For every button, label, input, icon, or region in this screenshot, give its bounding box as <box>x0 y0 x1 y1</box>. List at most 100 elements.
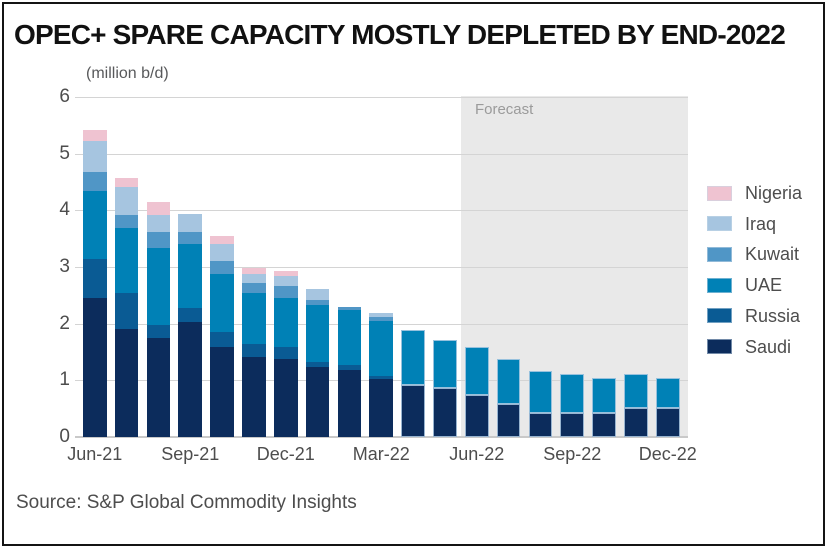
bar-segment-uae <box>146 247 171 326</box>
bar-segment-uae <box>560 374 585 414</box>
bar-segment-saudi <box>464 395 489 437</box>
bar-segment-nigeria <box>146 202 171 215</box>
bar-segment-saudi <box>273 358 298 437</box>
legend-label-saudi: Saudi <box>745 336 792 357</box>
bar-segment-uae <box>496 359 521 404</box>
y-tick-label-6: 6 <box>59 86 70 107</box>
bar-segment-saudi <box>433 387 457 437</box>
bar-segment-uae <box>369 321 394 376</box>
bar-segment-saudi <box>560 413 585 437</box>
bar-segment-saudi <box>496 403 521 437</box>
bar-segment-saudi <box>655 407 680 437</box>
bar-mar-22 <box>369 313 394 437</box>
bar-segment-saudi <box>146 338 171 437</box>
bar-jul-21 <box>114 178 139 437</box>
source-text: Source: S&P Global Commodity Insights <box>16 492 357 513</box>
bar-segment-uae <box>337 310 362 366</box>
bar-oct-21 <box>210 235 234 437</box>
legend-swatch-nigeria <box>707 185 732 201</box>
gridline-5 <box>75 153 688 155</box>
bar-segment-saudi <box>592 413 616 437</box>
bar-segment-nigeria <box>210 235 234 245</box>
bar-segment-iraq <box>273 276 298 287</box>
bar-segment-saudi <box>178 321 203 437</box>
legend-item-iraq: Iraq <box>707 215 776 233</box>
x-tick-label-dec-22: Dec-22 <box>638 444 697 464</box>
legend-label-russia: Russia <box>745 305 801 326</box>
bar-segment-saudi <box>369 379 394 437</box>
bar-segment-russia <box>369 375 394 380</box>
bar-segment-russia <box>337 365 362 371</box>
y-tick-label-0: 0 <box>59 426 70 447</box>
x-axis-line <box>75 436 688 438</box>
gridline-4 <box>75 210 688 212</box>
legend-label-nigeria: Nigeria <box>745 183 803 203</box>
bar-segment-russia <box>178 308 203 322</box>
bar-sep-21 <box>178 213 203 437</box>
legend-swatch-uae <box>707 277 732 293</box>
bar-aug-22 <box>528 371 553 437</box>
bar-segment-nigeria <box>83 130 107 142</box>
bar-nov-21 <box>242 267 266 437</box>
y-tick-label-3: 3 <box>59 256 70 277</box>
bar-segment-russia <box>210 332 234 347</box>
bar-segment-iraq <box>305 288 330 300</box>
bar-segment-uae <box>273 298 298 347</box>
bar-segment-iraq <box>210 244 234 262</box>
bar-jan-22 <box>305 288 330 437</box>
bar-segment-uae <box>178 244 203 309</box>
bar-segment-uae <box>528 371 553 413</box>
bar-segment-russia <box>273 346 298 359</box>
bar-dec-22 <box>655 377 680 437</box>
bar-segment-russia <box>83 258 107 299</box>
bar-segment-uae <box>114 227 139 294</box>
legend-item-saudi: Saudi <box>707 336 792 357</box>
bar-segment-russia <box>305 361 330 368</box>
bar-segment-saudi <box>242 357 266 437</box>
x-tick-label-sep-21: Sep-21 <box>161 444 220 464</box>
bar-segment-kuwait <box>83 171 107 191</box>
bar-segment-uae <box>210 274 234 333</box>
bar-aug-21 <box>146 202 171 437</box>
bar-segment-uae <box>592 378 616 414</box>
bar-jul-22 <box>496 359 521 437</box>
x-tick-label-sep-22: Sep-22 <box>543 444 602 464</box>
legend-item-uae: UAE <box>707 275 783 296</box>
bar-segment-uae <box>624 374 648 408</box>
legend-swatch-saudi <box>707 339 732 354</box>
gridline-3 <box>75 267 688 268</box>
axis-unit-label: (million b/d) <box>86 65 169 82</box>
bar-segment-uae <box>401 330 425 386</box>
bar-segment-saudi <box>337 370 362 437</box>
bar-segment-uae <box>433 339 457 388</box>
y-tick-label-5: 5 <box>59 142 70 164</box>
bar-segment-nigeria <box>114 178 139 188</box>
bar-jun-21 <box>83 130 107 437</box>
bar-segment-saudi <box>114 328 139 437</box>
legend-swatch-kuwait <box>707 246 732 262</box>
y-tick-label-1: 1 <box>59 369 70 391</box>
legend-item-russia: Russia <box>707 305 801 326</box>
bar-segment-russia <box>114 293 139 329</box>
x-tick-label-jun-22: Jun-22 <box>449 444 505 464</box>
bar-sep-22 <box>560 374 585 437</box>
y-tick-label-4: 4 <box>59 199 70 221</box>
bar-segment-kuwait <box>178 232 203 245</box>
bar-segment-nigeria <box>242 267 266 275</box>
bar-segment-saudi <box>528 412 553 437</box>
bar-segment-saudi <box>305 367 330 437</box>
y-tick-label-2: 2 <box>59 312 70 334</box>
x-tick-label-mar-22: Mar-22 <box>352 444 410 464</box>
bar-segment-kuwait <box>210 261 234 275</box>
bar-segment-kuwait <box>305 299 330 305</box>
gridline-6 <box>75 97 688 98</box>
bar-segment-saudi <box>624 407 648 437</box>
chart-title: OPEC+ SPARE CAPACITY MOSTLY DEPLETED BY … <box>14 19 786 50</box>
bar-segment-iraq <box>83 141 107 172</box>
bar-segment-kuwait <box>337 306 362 311</box>
legend-label-uae: UAE <box>745 275 783 296</box>
bar-dec-21 <box>273 270 298 437</box>
bar-segment-saudi <box>210 346 234 437</box>
bar-segment-uae <box>305 304 330 362</box>
